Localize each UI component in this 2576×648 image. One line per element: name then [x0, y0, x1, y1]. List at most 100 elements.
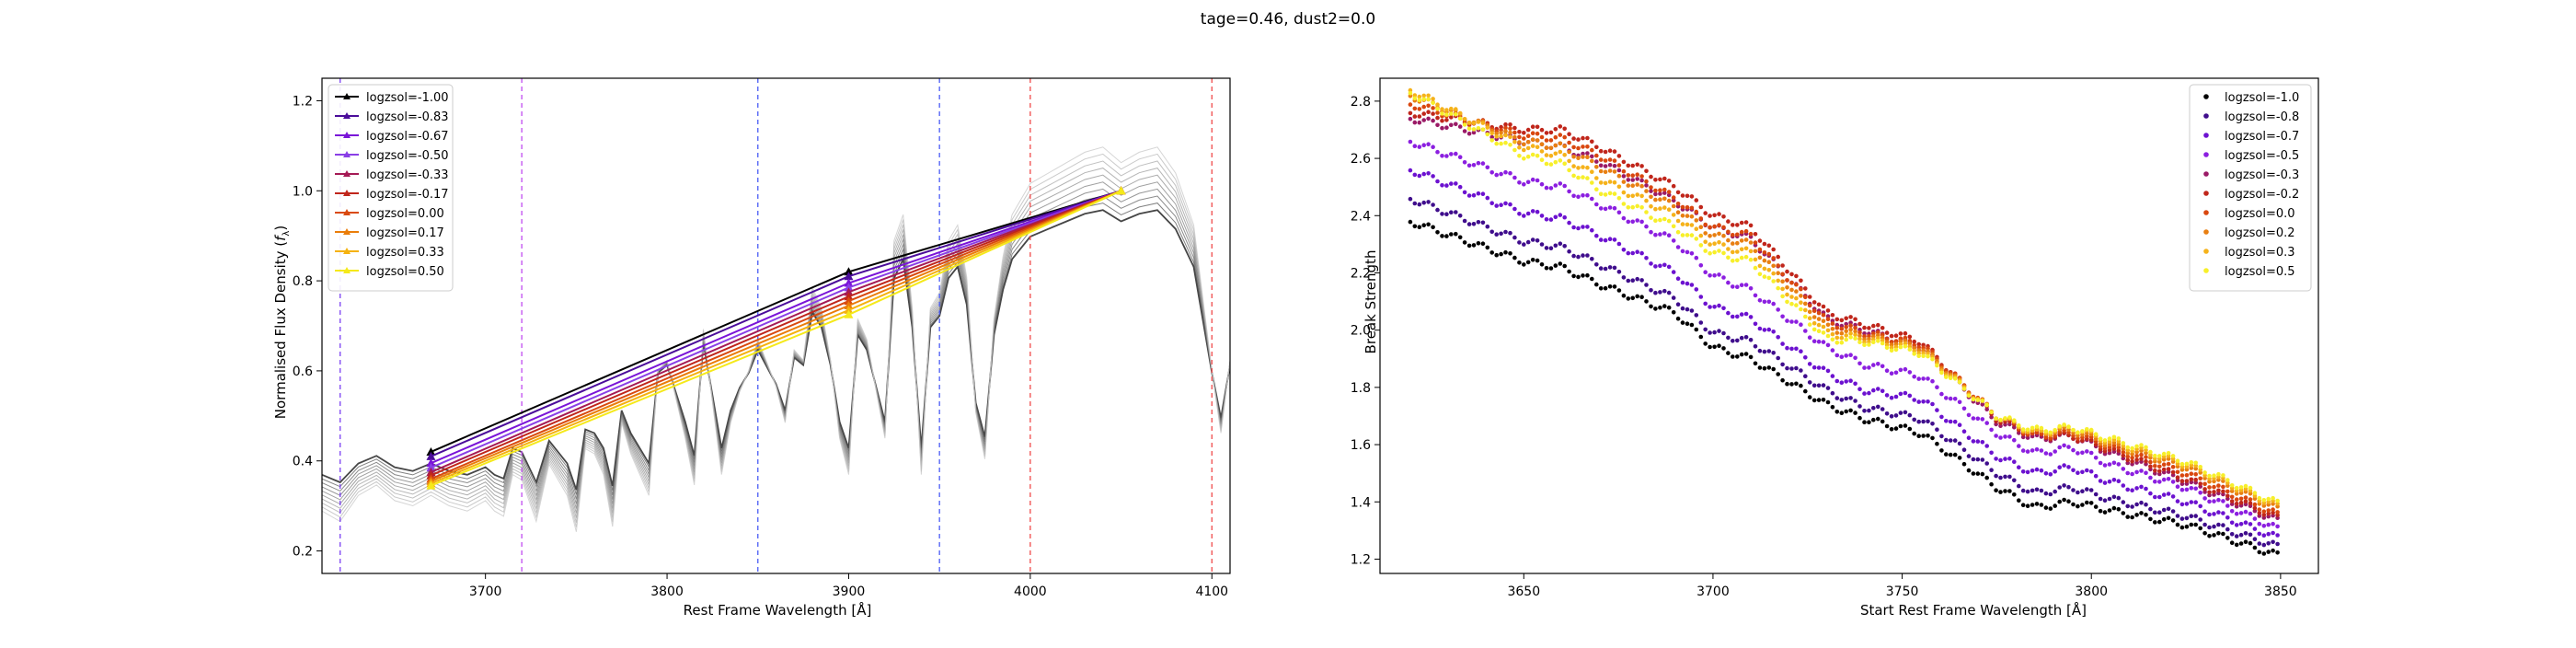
scatter-point — [1462, 240, 1467, 245]
scatter-point — [1548, 246, 1554, 251]
scatter-point — [1567, 149, 1571, 155]
scatter-point — [2229, 489, 2235, 493]
scatter-point — [1689, 194, 1695, 199]
scatter-point — [1485, 165, 1490, 170]
scatter-point — [1417, 173, 1422, 179]
scatter-point — [1530, 152, 1535, 157]
scatter-point — [1525, 239, 1531, 245]
scatter-point — [2184, 515, 2190, 521]
scatter-point — [1825, 308, 1831, 313]
legend-label: logzsol=0.50 — [366, 265, 444, 279]
scatter-point — [1867, 420, 1871, 425]
scatter-point — [2184, 479, 2190, 483]
scatter-point — [1803, 286, 1808, 291]
scatter-point — [1435, 102, 1440, 107]
scatter-point — [1825, 368, 1831, 374]
scatter-point — [1726, 280, 1731, 285]
scatter-point — [1803, 355, 1808, 360]
scatter-point — [1799, 307, 1803, 312]
scatter-point — [1757, 272, 1763, 277]
scatter-point — [2212, 490, 2216, 494]
scatter-point — [2221, 484, 2225, 490]
scatter-point — [1952, 419, 1958, 424]
scatter-point — [2275, 513, 2280, 517]
scatter-point — [1903, 330, 1908, 336]
scatter-point — [1675, 245, 1681, 249]
scatter-point — [1522, 262, 1526, 267]
scatter-point — [2003, 489, 2007, 493]
scatter-point — [1971, 439, 1976, 444]
scatter-point — [1907, 334, 1913, 340]
scatter-point — [1926, 419, 1930, 424]
scatter-point — [1571, 225, 1576, 230]
scatter-point — [1499, 131, 1503, 135]
scatter-point — [1612, 158, 1617, 163]
scatter-point — [1635, 294, 1639, 299]
scatter-point — [1562, 126, 1567, 132]
scatter-point — [1821, 340, 1826, 344]
scatter-point — [1426, 142, 1431, 146]
scatter-point — [2179, 461, 2185, 467]
scatter-point — [1503, 229, 1508, 235]
scatter-point — [2012, 459, 2017, 465]
scatter-point — [1785, 269, 1789, 274]
scatter-point — [1666, 198, 1672, 203]
scatter-point — [1971, 471, 1976, 476]
scatter-point — [1576, 166, 1581, 170]
scatter-point — [2130, 471, 2134, 477]
scatter-point — [1871, 363, 1876, 367]
break-y-tick-label: 2.0 — [1351, 324, 1371, 339]
scatter-point — [1771, 330, 1776, 334]
scatter-point — [1776, 372, 1780, 376]
scatter-point — [1581, 135, 1585, 141]
scatter-point — [1739, 312, 1744, 317]
scatter-point — [2261, 533, 2267, 538]
scatter-point — [1994, 416, 1998, 422]
scatter-point — [1839, 380, 1845, 386]
scatter-point — [2175, 475, 2180, 480]
scatter-point — [1685, 281, 1690, 286]
scatter-point — [2207, 499, 2212, 504]
scatter-point — [1880, 326, 1885, 330]
scatter-point — [1603, 192, 1608, 197]
break-x-tick-label: 3650 — [1507, 584, 1540, 599]
scatter-point — [1412, 201, 1418, 206]
scatter-point — [1948, 396, 1953, 401]
scatter-point — [2261, 513, 2267, 517]
scatter-point — [1449, 111, 1454, 116]
break-plot-area — [1408, 87, 2280, 556]
spectrum-x-tick-label: 4100 — [1195, 584, 1228, 599]
scatter-point — [1912, 431, 1916, 436]
scatter-point — [2148, 506, 2153, 512]
scatter-point — [1603, 206, 1608, 212]
scatter-point — [2271, 530, 2275, 536]
scatter-point — [1649, 288, 1653, 293]
scatter-point — [1848, 327, 1853, 332]
scatter-point — [1794, 295, 1799, 301]
scatter-point — [1689, 251, 1695, 256]
scatter-point — [2039, 503, 2044, 507]
scatter-point — [1830, 337, 1835, 342]
spectrum-curve — [322, 168, 1230, 518]
scatter-point — [1694, 327, 1699, 332]
scatter-point — [1789, 272, 1794, 277]
scatter-point — [1893, 370, 1899, 376]
scatter-point — [1553, 159, 1558, 165]
scatter-point — [1844, 316, 1848, 321]
scatter-point — [2025, 449, 2030, 454]
scatter-point — [1449, 232, 1454, 237]
scatter-point — [2116, 506, 2122, 512]
scatter-point — [1807, 362, 1812, 366]
scatter-point — [1726, 247, 1731, 251]
scatter-point — [1794, 365, 1799, 371]
legend-marker — [2203, 268, 2209, 273]
scatter-point — [1426, 103, 1431, 109]
scatter-point — [1825, 386, 1831, 390]
scatter-point — [2184, 502, 2190, 506]
spectrum-y-tick-label: 1.0 — [293, 184, 313, 199]
scatter-point — [1671, 224, 1676, 229]
scatter-point — [1535, 153, 1540, 158]
scatter-point — [2125, 454, 2130, 459]
scatter-point — [1508, 126, 1512, 131]
scatter-point — [1503, 129, 1508, 133]
